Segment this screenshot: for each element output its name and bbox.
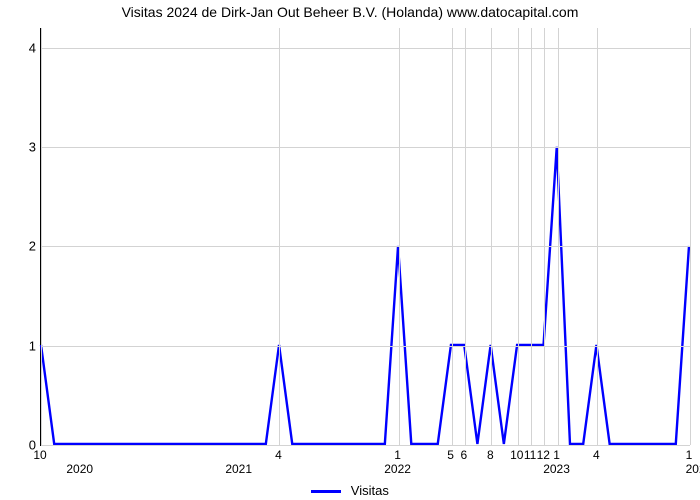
x-tick-label: 5: [447, 448, 454, 462]
y-tick-label: 3: [6, 140, 36, 155]
legend-label: Visitas: [351, 483, 389, 498]
gridline-v: [531, 28, 532, 445]
x-year-label: 2021: [225, 462, 252, 476]
gridline-v: [518, 28, 519, 445]
line-series: [41, 28, 690, 445]
legend-swatch: [311, 490, 341, 493]
x-year-label: 2022: [384, 462, 411, 476]
x-tick-label: 12: [537, 448, 550, 462]
y-tick-label: 1: [6, 338, 36, 353]
legend: Visitas: [0, 483, 700, 498]
gridline-h: [41, 346, 690, 347]
x-tick-label: 11: [524, 448, 536, 462]
x-year-label: 2020: [66, 462, 93, 476]
x-tick-label: 6: [460, 448, 467, 462]
y-tick-label: 2: [6, 239, 36, 254]
x-tick-label: 1: [394, 448, 401, 462]
gridline-h: [41, 147, 690, 148]
gridline-v: [690, 28, 691, 445]
y-tick-label: 0: [6, 438, 36, 453]
plot-area: [40, 28, 690, 446]
x-tick-label: 4: [593, 448, 600, 462]
chart-container: Visitas 2024 de Dirk-Jan Out Beheer B.V.…: [0, 0, 700, 500]
gridline-v: [279, 28, 280, 445]
x-tick-label: 8: [487, 448, 494, 462]
gridline-h: [41, 445, 690, 446]
x-tick-label: 10: [510, 448, 523, 462]
x-tick-label: 1: [553, 448, 560, 462]
gridline-h: [41, 246, 690, 247]
x-tick-label: 1: [686, 448, 693, 462]
x-year-label: 202: [686, 462, 700, 476]
gridline-v: [399, 28, 400, 445]
chart-title: Visitas 2024 de Dirk-Jan Out Beheer B.V.…: [0, 4, 700, 20]
x-year-label: 2023: [543, 462, 570, 476]
gridline-v: [465, 28, 466, 445]
gridline-v: [41, 28, 42, 445]
gridline-v: [558, 28, 559, 445]
x-tick-label: 10: [33, 448, 46, 462]
gridline-v: [491, 28, 492, 445]
y-tick-label: 4: [6, 40, 36, 55]
x-tick-label: 4: [275, 448, 282, 462]
gridline-v: [597, 28, 598, 445]
gridline-h: [41, 48, 690, 49]
gridline-v: [544, 28, 545, 445]
gridline-v: [452, 28, 453, 445]
